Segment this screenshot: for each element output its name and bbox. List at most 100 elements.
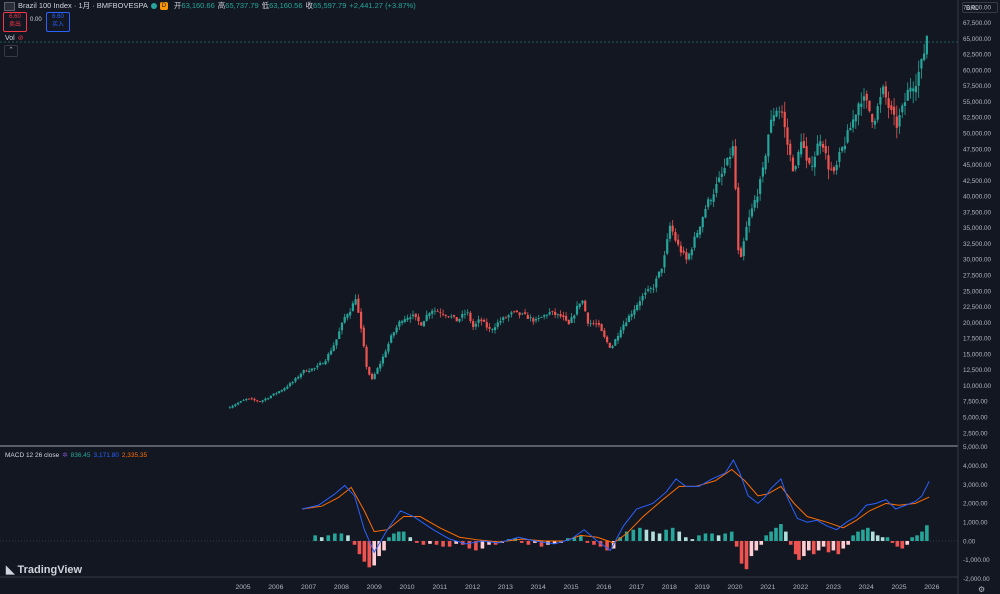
candle-body <box>431 310 434 314</box>
tradingview-logo[interactable]: ◣ TradingView <box>6 563 82 576</box>
time-tick-label: 2016 <box>596 584 611 591</box>
candle-body <box>256 400 259 402</box>
candle-body <box>370 374 374 380</box>
chart-settings-icon[interactable]: ⚙ <box>978 585 986 594</box>
brand-name: TradingView <box>17 564 83 576</box>
candle-body <box>545 314 549 316</box>
candle-body <box>288 383 292 387</box>
macd-legend[interactable]: MACD 12 26 close ✲ 836.45 3,171.80 2,335.35 <box>5 451 147 459</box>
low-value: 63,160.56 <box>269 1 303 10</box>
candle-body <box>376 368 379 374</box>
settings-gear-icon[interactable]: ✲ <box>62 452 68 459</box>
candle-body <box>862 96 866 101</box>
histogram-bar <box>905 541 909 545</box>
candle-body <box>726 157 729 166</box>
macd-tick-label: 4,000.00 <box>963 463 988 470</box>
candle-body <box>461 314 464 318</box>
histogram-bar <box>362 541 367 562</box>
candle-body <box>575 305 579 315</box>
low-label: 低 <box>261 1 270 10</box>
sell-button[interactable]: 6.60 卖出 <box>3 12 27 32</box>
candle-body <box>308 370 311 373</box>
candle-body <box>447 316 450 318</box>
histogram-bar <box>326 535 331 541</box>
sell-price: 6.60 <box>9 14 21 20</box>
candle-body <box>677 239 680 245</box>
histogram-bar <box>357 541 362 555</box>
candle-body <box>655 278 658 288</box>
currency-selector[interactable]: BRL <box>962 2 998 13</box>
histogram-bar <box>552 541 557 544</box>
time-tick-label: 2024 <box>859 584 874 591</box>
histogram-bar <box>739 541 744 564</box>
histogram-bar <box>319 537 324 541</box>
open-label: 开 <box>173 1 182 10</box>
candle-body <box>750 208 754 217</box>
flag-icon <box>4 1 15 11</box>
collapse-legend-button[interactable]: ⌃ <box>4 45 18 57</box>
histogram-bar <box>467 541 472 549</box>
histogram-bar <box>856 531 860 541</box>
candle-body <box>482 319 486 322</box>
macd-pane <box>301 459 930 570</box>
candle-body <box>297 376 300 379</box>
histogram-bar <box>710 533 714 541</box>
candle-body <box>693 236 696 248</box>
candle-body <box>242 400 245 402</box>
candle-body <box>534 319 538 321</box>
candle-body <box>368 367 371 375</box>
price-tick-label: 10,000.00 <box>963 383 992 390</box>
candle-body <box>887 98 890 108</box>
data-source-badge[interactable]: D <box>159 2 168 11</box>
histogram-bar <box>866 527 870 541</box>
candle-body <box>234 404 237 407</box>
volume-indicator[interactable]: Vol ⊘ <box>5 34 24 42</box>
candle-body <box>469 312 472 322</box>
histogram-bar <box>885 537 890 541</box>
histogram-bar <box>826 541 831 553</box>
candle-body <box>797 152 800 166</box>
candle-body <box>537 318 540 319</box>
candle-body <box>436 310 439 312</box>
histogram-bar <box>769 531 773 541</box>
candle-body <box>250 398 253 400</box>
price-tick-label: 2,500.00 <box>963 430 988 437</box>
candle-body <box>868 100 871 112</box>
eye-off-icon[interactable]: ⊘ <box>17 35 24 42</box>
candle-body <box>239 401 242 403</box>
candle-body <box>720 173 723 177</box>
candle-body <box>671 225 674 232</box>
time-tick-label: 2007 <box>301 584 316 591</box>
candle-body <box>917 71 920 86</box>
histogram-bar <box>392 533 396 541</box>
candle-body <box>532 318 535 322</box>
buy-button[interactable]: 6.60 买入 <box>46 12 70 32</box>
histogram-bar <box>474 541 478 551</box>
high-label: 高 <box>217 1 226 10</box>
candle-body <box>709 200 713 202</box>
candle-body <box>526 315 529 319</box>
histogram-bar <box>421 541 426 545</box>
histogram-bar <box>846 541 850 545</box>
price-tick-label: 45,000.00 <box>963 162 992 169</box>
candle-body <box>499 321 502 323</box>
candle-body <box>696 232 699 238</box>
time-tick-label: 2013 <box>498 584 513 591</box>
price-tick-label: 17,500.00 <box>963 336 992 343</box>
candle-body <box>450 316 453 318</box>
candle-body <box>411 314 415 317</box>
candle-body <box>791 157 795 172</box>
buy-label: 买入 <box>51 22 64 28</box>
price-tick-label: 15,000.00 <box>963 351 992 358</box>
candle-body <box>231 405 234 408</box>
price-tick-label: 47,500.00 <box>963 146 992 153</box>
candle-body <box>682 250 685 253</box>
time-tick-label: 2021 <box>760 584 775 591</box>
price-tick-label: 67,500.00 <box>963 20 992 27</box>
candle-body <box>849 127 852 131</box>
symbol-title[interactable]: Brazil 100 Index · 1月 · BMFBOVESPA <box>18 1 148 10</box>
histogram-bar <box>729 531 734 541</box>
histogram-bar <box>585 541 590 543</box>
candle-body <box>286 386 289 389</box>
